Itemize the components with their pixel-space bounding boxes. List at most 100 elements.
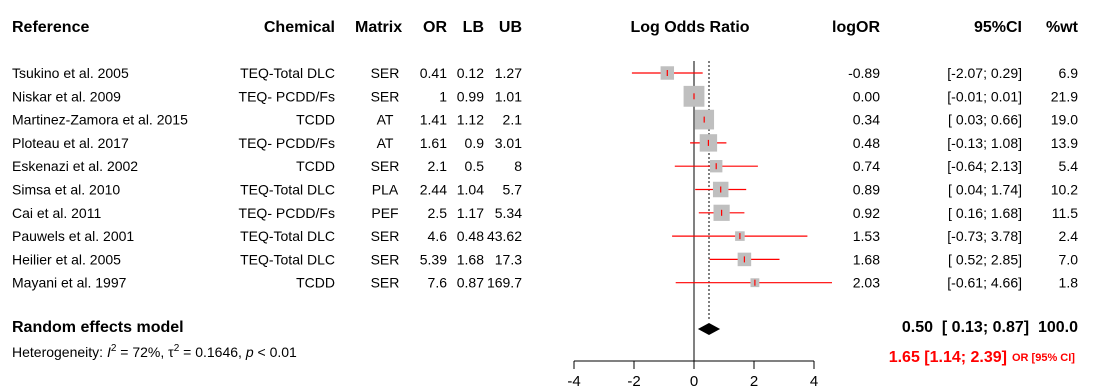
header-95ci: 95%CI xyxy=(974,19,1022,36)
study-logor: 0.48 xyxy=(853,135,880,151)
study-matrix: AT xyxy=(377,135,394,151)
study-reference: Ploteau et al. 2017 xyxy=(12,135,129,151)
study-reference: Simsa et al. 2010 xyxy=(12,182,120,198)
or-summary: 1.65 [1.14; 2.39] OR [95% CI] xyxy=(889,349,1076,366)
study-ci: [ 0.04; 1.74] xyxy=(948,182,1022,198)
study-chemical: TEQ- PCDD/Fs xyxy=(239,205,335,221)
study-or: 1.61 xyxy=(420,135,447,151)
x-axis-tick-label: 0 xyxy=(690,373,698,387)
study-ub: 17.3 xyxy=(495,251,522,267)
study-chemical: TEQ-Total DLC xyxy=(240,65,335,81)
study-chemical: TCDD xyxy=(296,112,335,128)
study-logor: 0.00 xyxy=(853,88,880,104)
study-logor: 0.92 xyxy=(853,205,880,221)
study-weight: 2.4 xyxy=(1059,228,1079,244)
study-weight: 6.9 xyxy=(1059,65,1079,81)
study-lb: 1.17 xyxy=(457,205,484,221)
pooled-summary: 0.50 [ 0.13; 0.87] 100.0 xyxy=(902,319,1078,336)
or-summary-value: 1.65 [1.14; 2.39] xyxy=(889,349,1007,366)
study-matrix: SER xyxy=(371,275,400,291)
header-chemical: Chemical xyxy=(264,19,335,36)
study-lb: 0.99 xyxy=(457,88,484,104)
or-summary-label: OR [95% CI] xyxy=(1012,352,1075,364)
study-ub: 5.34 xyxy=(495,205,522,221)
study-chemical: TCDD xyxy=(296,275,335,291)
study-lb: 0.12 xyxy=(457,65,484,81)
study-logor: 1.68 xyxy=(853,251,880,267)
study-reference: Martinez-Zamora et al. 2015 xyxy=(12,112,188,128)
study-lb: 1.04 xyxy=(457,182,484,198)
study-or: 4.6 xyxy=(428,228,448,244)
study-ub: 5.7 xyxy=(503,182,523,198)
study-rows: Tsukino et al. 2005 TEQ-Total DLC SER 0.41 0… xyxy=(12,65,1078,291)
study-matrix: SER xyxy=(371,158,400,174)
study-matrix: SER xyxy=(371,88,400,104)
study-chemical: TEQ-Total DLC xyxy=(240,228,335,244)
study-ub: 43.62 xyxy=(487,228,522,244)
study-ci: [ 0.52; 2.85] xyxy=(948,251,1022,267)
header-row: Reference Chemical Matrix OR LB UB Log O… xyxy=(12,19,1079,36)
study-row: Ploteau et al. 2017 TEQ- PCDD/Fs AT 1.61 0.9… xyxy=(12,135,1078,151)
study-row: Mayani et al. 1997 TCDD SER 7.6 0.87 169.7 2.0… xyxy=(12,275,1078,291)
study-reference: Cai et al. 2011 xyxy=(12,205,101,221)
pooled-row: Random effects model 0.50 [ 0.13; 0.87] … xyxy=(12,319,1078,336)
study-logor: 1.53 xyxy=(853,228,880,244)
study-or: 2.1 xyxy=(428,158,448,174)
heterogeneity-prefix: Heterogeneity: xyxy=(12,344,107,360)
pooled-diamond xyxy=(697,323,721,335)
study-ub: 1.01 xyxy=(495,88,522,104)
study-chemical: TEQ- PCDD/Fs xyxy=(239,88,335,104)
heterogeneity-i2-value: = 72%, xyxy=(116,344,168,360)
study-ci: [-0.73; 3.78] xyxy=(947,228,1022,244)
study-reference: Mayani et al. 1997 xyxy=(12,275,127,291)
heterogeneity-p-value: < 0.01 xyxy=(254,344,297,360)
x-axis-tick-label: -2 xyxy=(627,373,640,387)
study-matrix: PLA xyxy=(372,182,399,198)
study-matrix: SER xyxy=(371,251,400,267)
study-ub: 169.7 xyxy=(487,275,522,291)
heterogeneity-tau-symbol: τ xyxy=(168,344,174,360)
study-row: Martinez-Zamora et al. 2015 TCDD AT 1.41 1.1… xyxy=(12,112,1078,128)
study-ub: 3.01 xyxy=(495,135,522,151)
study-weight: 19.0 xyxy=(1051,112,1078,128)
x-axis-tick-label: -4 xyxy=(567,373,580,387)
study-logor: 2.03 xyxy=(853,275,880,291)
study-chemical: TEQ-Total DLC xyxy=(240,251,335,267)
study-weight: 13.9 xyxy=(1051,135,1078,151)
study-row: Heilier et al. 2005 TEQ-Total DLC SER 5.39 1… xyxy=(12,251,1078,267)
study-or: 0.41 xyxy=(420,65,447,81)
study-ci: [ 0.03; 0.66] xyxy=(948,112,1022,128)
study-logor: 0.74 xyxy=(853,158,880,174)
study-matrix: SER xyxy=(371,228,400,244)
study-reference: Tsukino et al. 2005 xyxy=(12,65,129,81)
study-ci: [ 0.16; 1.68] xyxy=(948,205,1022,221)
study-reference: Heilier et al. 2005 xyxy=(12,251,121,267)
study-ci: [-2.07; 0.29] xyxy=(947,65,1022,81)
study-or: 2.44 xyxy=(420,182,447,198)
header-ub: UB xyxy=(499,19,522,36)
study-ub: 2.1 xyxy=(503,112,523,128)
study-weight: 1.8 xyxy=(1059,275,1079,291)
header-lb: LB xyxy=(463,19,484,36)
study-chemical: TEQ- PCDD/Fs xyxy=(239,135,335,151)
study-chemical: TEQ-Total DLC xyxy=(240,182,335,198)
header-reference: Reference xyxy=(12,19,89,36)
study-reference: Niskar et al. 2009 xyxy=(12,88,121,104)
study-reference: Pauwels et al. 2001 xyxy=(12,228,134,244)
study-ci: [-0.61; 4.66] xyxy=(947,275,1022,291)
study-or: 1 xyxy=(439,88,447,104)
study-weight: 11.5 xyxy=(1052,205,1078,221)
study-matrix: AT xyxy=(377,112,394,128)
heterogeneity-i2-symbol: I xyxy=(107,344,111,360)
study-lb: 1.68 xyxy=(457,251,484,267)
study-row: Simsa et al. 2010 TEQ-Total DLC PLA 2.44 1.0… xyxy=(12,182,1078,198)
study-or: 1.41 xyxy=(420,112,447,128)
heterogeneity-i2-superscript: 2 xyxy=(111,343,117,354)
heterogeneity-tau-superscript: 2 xyxy=(174,343,180,354)
study-ci: [-0.01; 0.01] xyxy=(947,88,1022,104)
study-matrix: PEF xyxy=(371,205,398,221)
heterogeneity-p-symbol: p xyxy=(245,344,254,360)
plot-area: -4 -2 0 2 4 xyxy=(567,61,832,387)
pooled-label: Random effects model xyxy=(12,319,184,336)
